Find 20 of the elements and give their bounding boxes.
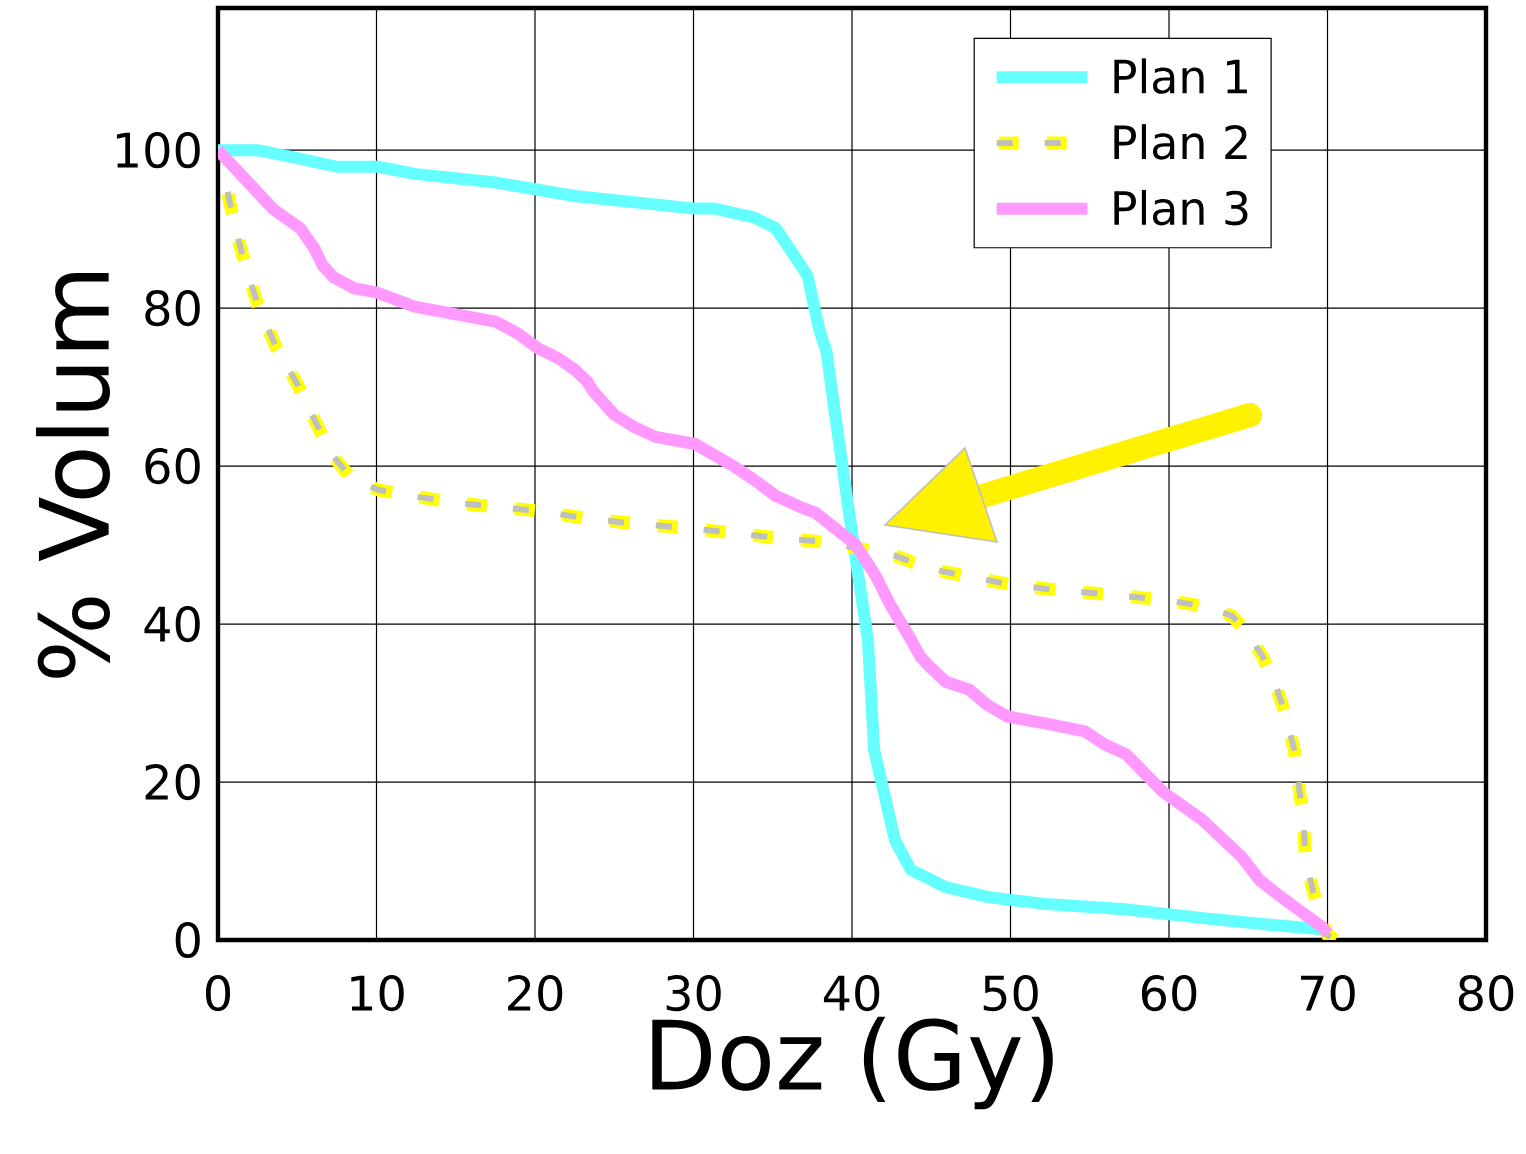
x-tick-label: 20 [508,975,563,1012]
y-tick-label: 40 [144,605,200,643]
x-tick-label: 60 [1141,975,1197,1012]
legend-label: Plan 3 [1114,189,1248,226]
x-tick-label: 10 [351,975,404,1012]
legend-label: Plan 1 [1114,58,1247,94]
x-tick-label: 0 [205,975,231,1012]
y-tick-label: 0 [175,921,200,959]
y-axis-title: % Volum [35,272,110,678]
x-tick-label: 30 [666,975,721,1012]
y-tick-label: 20 [145,763,200,801]
y-tick-label: 60 [145,448,200,485]
y-tick-label: 80 [145,290,200,327]
legend-label: Plan 2 [1114,124,1247,160]
x-tick-label: 80 [1458,975,1514,1012]
x-tick-label: 40 [823,975,880,1012]
y-tick-label: 100 [116,132,200,169]
x-tick-label: 70 [1301,975,1355,1012]
x-axis-title: Doz (Gy) [652,1016,1053,1110]
x-tick-label: 50 [983,975,1038,1012]
